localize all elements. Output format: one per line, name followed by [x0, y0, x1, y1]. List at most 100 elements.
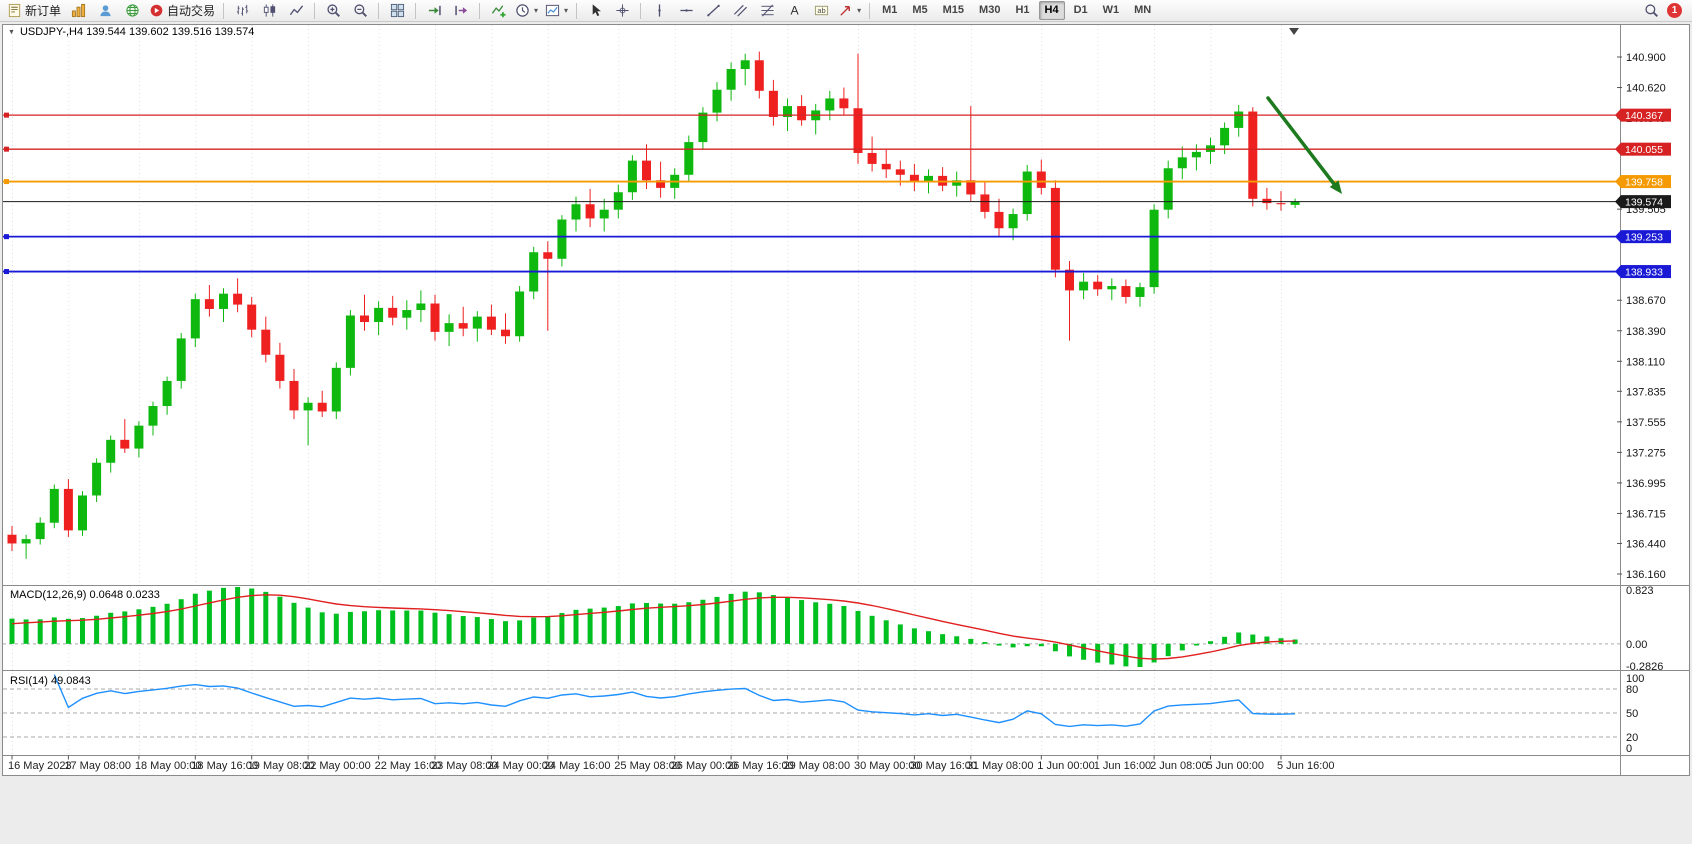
- bar-chart-mode-button[interactable]: [229, 0, 255, 22]
- timeframe-W1-button[interactable]: W1: [1102, 4, 1120, 16]
- macd-histogram-bar: [136, 609, 142, 644]
- indicators-icon: [491, 5, 506, 18]
- macd-axis-label: -0.2826: [1626, 661, 1663, 673]
- candle: [7, 534, 17, 544]
- candle: [275, 354, 285, 381]
- candle: [909, 174, 919, 183]
- time-tick-label: 2 Jun 08:00: [1150, 760, 1208, 772]
- workspace-background: [0, 776, 1692, 840]
- candle: [331, 367, 341, 412]
- line-chart-mode-button[interactable]: [283, 0, 309, 22]
- macd-histogram-bar: [813, 602, 819, 644]
- chart-title-text: USDJPY-,H4 139.544 139.602 139.516 139.5…: [19, 26, 255, 38]
- new-order-button[interactable]: 新订单: [4, 0, 64, 22]
- toolbar-separator: [223, 2, 225, 19]
- candlestick-mode-button[interactable]: [256, 0, 282, 22]
- timeframe-H4-button[interactable]: H4: [1038, 1, 1065, 20]
- macd-histogram-bar: [1038, 643, 1044, 647]
- macd-histogram-bar: [1137, 643, 1143, 667]
- arrows-icon: [840, 6, 851, 16]
- timeframe-M1-button[interactable]: M1: [882, 4, 898, 16]
- price-tick-label: 136.440: [1626, 538, 1666, 550]
- trend-arrow-annotation[interactable]: [1266, 96, 1342, 194]
- zoom-in-icon: [326, 4, 340, 17]
- charts-window-button[interactable]: [65, 0, 91, 22]
- candle: [1107, 286, 1117, 290]
- time-tick-label: 1 Jun 00:00: [1037, 760, 1095, 772]
- candle: [768, 90, 778, 117]
- macd-histogram-bar: [573, 609, 579, 644]
- toolbar-separator: [640, 2, 642, 19]
- price-badge-notch: [1615, 142, 1621, 156]
- timeframe-M30-button[interactable]: M30: [979, 4, 1001, 16]
- candle: [190, 299, 200, 339]
- auto-trading-button[interactable]: 自动交易: [146, 0, 218, 22]
- candle: [895, 169, 905, 175]
- macd-histogram-bar: [1208, 641, 1213, 644]
- price-badge-text: 139.574: [1625, 197, 1663, 209]
- timeframe-MN-button[interactable]: MN: [1134, 4, 1152, 16]
- horizontal-line-button[interactable]: [673, 0, 699, 22]
- zoom-in-button[interactable]: [320, 0, 346, 22]
- macd-histogram-bar: [51, 617, 57, 644]
- timeframe-H1-button[interactable]: H1: [1015, 4, 1030, 16]
- notification-badge[interactable]: 1: [1667, 3, 1682, 18]
- price-tick-label: 140.620: [1626, 83, 1666, 95]
- text-label-button[interactable]: ab: [808, 0, 834, 22]
- tile-windows-button[interactable]: [384, 0, 410, 22]
- macd-histogram-bar: [249, 588, 255, 644]
- chevron-down-icon: ▾: [534, 5, 539, 15]
- hlines-layer: 140.367 140.055 139.758 139.574 139.253 138.9…: [3, 108, 1671, 279]
- crosshair-button[interactable]: [609, 0, 635, 22]
- time-tick-label: 5 Jun 00:00: [1207, 760, 1265, 772]
- macd-histogram-bar: [531, 617, 537, 644]
- price-chart-canvas[interactable]: 140.900140.620140.340139.505138.670138.3…: [0, 22, 1692, 840]
- macd-histogram-bar: [897, 624, 903, 644]
- macd-histogram-bar: [503, 621, 508, 644]
- arrow-objects-button[interactable]: ▾: [835, 0, 864, 22]
- macd-pane: 0.823 0.00 -0.2826: [3, 585, 1663, 673]
- indicators-button[interactable]: [485, 0, 511, 22]
- trendline-button[interactable]: [700, 0, 726, 22]
- macd-histogram-bar: [1250, 634, 1256, 644]
- fibonacci-button[interactable]: [754, 0, 780, 22]
- chart-shift-button[interactable]: [448, 0, 474, 22]
- price-badge-notch: [1615, 195, 1621, 209]
- time-tick-label: 31 May 08:00: [967, 760, 1034, 772]
- globe-icon: [125, 4, 139, 17]
- text-button[interactable]: A: [781, 0, 807, 22]
- macd-histogram-bar: [728, 593, 734, 644]
- hline-icon: [679, 9, 693, 12]
- vertical-line-button[interactable]: [646, 0, 672, 22]
- macd-histogram-bar: [926, 631, 931, 644]
- candle: [501, 329, 510, 337]
- candle: [1262, 198, 1272, 204]
- candle: [78, 495, 87, 531]
- equidistant-channel-button[interactable]: [727, 0, 753, 22]
- candle: [247, 304, 257, 330]
- timeframe-M15-button[interactable]: M15: [942, 4, 965, 16]
- timeframe-M5-button[interactable]: M5: [912, 4, 928, 16]
- hline-handle: [4, 112, 9, 118]
- search-button[interactable]: [1638, 0, 1664, 22]
- one-click-trading-expander-icon[interactable]: ▼: [8, 29, 15, 36]
- templates-button[interactable]: ▾: [542, 0, 571, 22]
- cursor-button[interactable]: [582, 0, 608, 22]
- market-watch-button[interactable]: [119, 0, 145, 22]
- crosshair-icon: [615, 4, 629, 17]
- macd-histogram-bar: [1024, 643, 1030, 647]
- candle: [1121, 286, 1131, 297]
- macd-histogram-bar: [883, 620, 889, 644]
- hline-handle: [4, 269, 9, 275]
- candle: [1177, 157, 1187, 169]
- chart-shift-marker[interactable]: [1289, 28, 1299, 35]
- macd-histogram-bar: [9, 618, 15, 644]
- candle: [1276, 203, 1286, 205]
- candle: [966, 180, 976, 195]
- zoom-out-button[interactable]: [347, 0, 373, 22]
- navigator-button[interactable]: [92, 0, 118, 22]
- auto-scroll-button[interactable]: [421, 0, 447, 22]
- hline-handle: [4, 234, 9, 240]
- timeframe-D1-button[interactable]: D1: [1073, 4, 1088, 16]
- periods-button[interactable]: ▾: [512, 0, 541, 22]
